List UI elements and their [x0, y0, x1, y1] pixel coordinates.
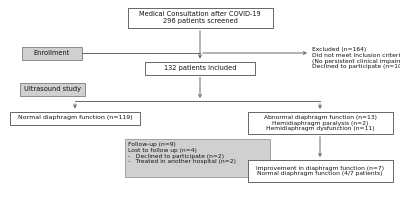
FancyBboxPatch shape: [145, 62, 255, 74]
FancyBboxPatch shape: [248, 160, 392, 182]
Text: Ultrasound study: Ultrasound study: [24, 86, 80, 92]
Text: Medical Consultation after COVID-19
296 patients screened: Medical Consultation after COVID-19 296 …: [139, 12, 261, 25]
Text: Normal diaphragm function (n=119): Normal diaphragm function (n=119): [18, 116, 132, 120]
Text: Improvement in diaphragm function (n=7)
Normal diaphragm function (4/7 patients): Improvement in diaphragm function (n=7) …: [256, 166, 384, 176]
Text: Abnormal diaphragm function (n=13)
Hemidiaphragm paralysis (n=2)
Hemidiaphragm d: Abnormal diaphragm function (n=13) Hemid…: [264, 115, 376, 131]
Text: Follow-up (n=9)
Lost to follow up (n=4)
-   Declined to participate (n=2)
-   Tr: Follow-up (n=9) Lost to follow up (n=4) …: [128, 142, 236, 164]
Text: 132 patients included: 132 patients included: [164, 65, 236, 71]
FancyBboxPatch shape: [10, 112, 140, 124]
FancyBboxPatch shape: [22, 47, 82, 60]
FancyBboxPatch shape: [248, 112, 392, 134]
FancyBboxPatch shape: [128, 8, 272, 28]
FancyBboxPatch shape: [124, 139, 270, 177]
Text: Excluded (n=164)
Did not meet inclusion criteria
(No persistent clinical impairm: Excluded (n=164) Did not meet inclusion …: [312, 47, 400, 69]
FancyBboxPatch shape: [20, 83, 84, 95]
Text: Enrollment: Enrollment: [34, 50, 70, 56]
